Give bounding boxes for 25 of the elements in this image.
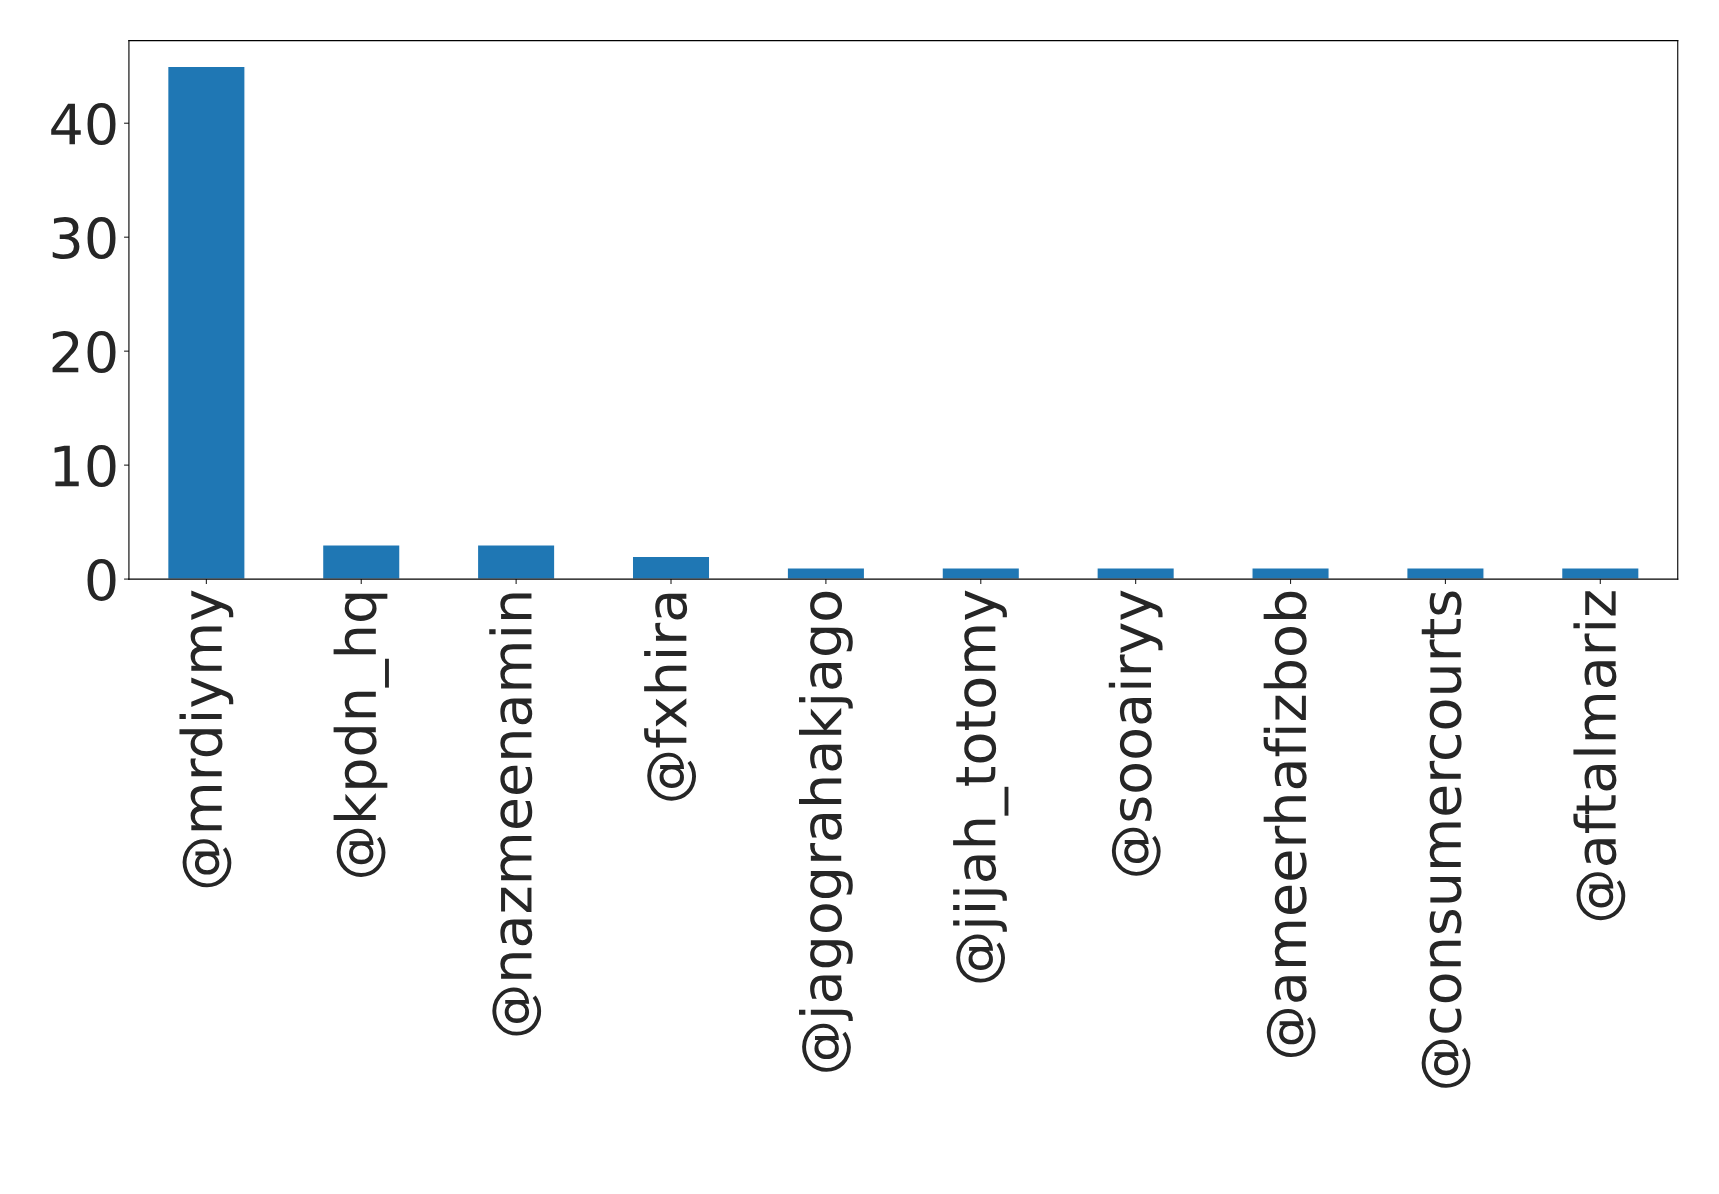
bar: [941, 566, 1021, 580]
bar: [786, 566, 866, 580]
bar: [1406, 566, 1485, 580]
x-tick-label: @nazmeenamin: [489, 593, 542, 1036]
bar: [166, 65, 246, 580]
bar: [476, 544, 556, 580]
x-tick-label: @mrdiymy: [179, 590, 234, 888]
x-tick-label: @consumercourts: [1421, 591, 1471, 1088]
bar: [1251, 566, 1330, 580]
x-tick-label: @jijah_totomy: [953, 590, 1009, 983]
bar: [321, 544, 401, 580]
y-tick-label: 10: [54, 445, 116, 488]
y-tick-label: 40: [51, 103, 116, 146]
x-tick-label: @fxhira: [644, 593, 696, 801]
x-tick-label: @jagograhakjago: [799, 591, 853, 1072]
bar: [1096, 566, 1176, 580]
x-tick-label: @sooairyy: [1108, 590, 1163, 876]
bar: [1560, 566, 1640, 580]
bar: [631, 555, 711, 580]
x-tick-label: @ameerhafizbob: [1263, 591, 1316, 1058]
y-tick-label: 0: [87, 558, 116, 601]
x-tick-label: @kpdn_hq: [333, 593, 389, 877]
y-tick-label: 20: [52, 331, 116, 374]
y-tick-label: 30: [52, 217, 116, 260]
x-tick-label: @aftalmariz: [1573, 591, 1626, 921]
